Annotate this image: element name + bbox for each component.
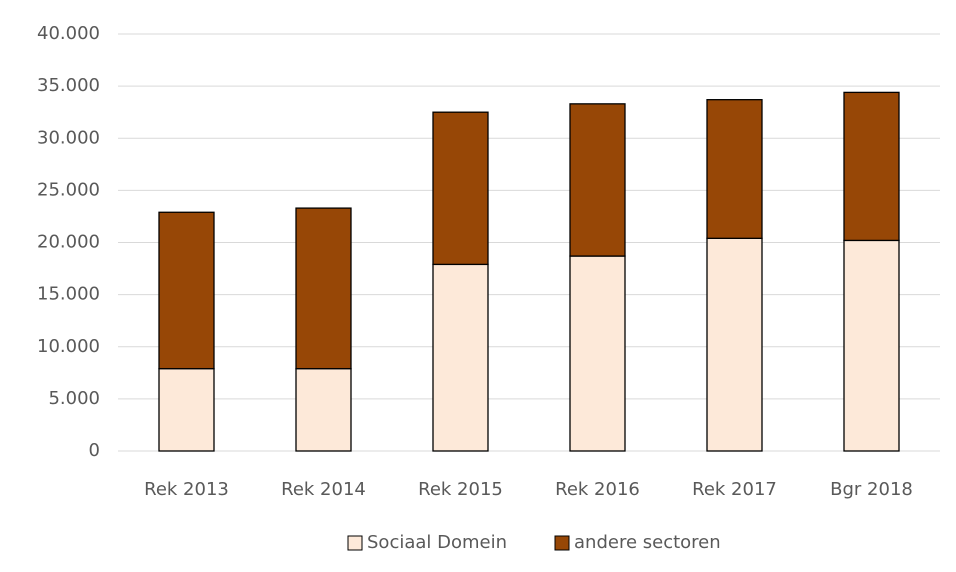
legend-label: Sociaal Domein [367, 532, 507, 553]
bar-segment [706, 237, 763, 452]
bar-segment [843, 239, 900, 452]
x-tick-label: Rek 2014 [281, 479, 366, 500]
y-tick-label: 35.000 [37, 75, 100, 96]
x-tick-label: Rek 2017 [692, 479, 777, 500]
y-tick-label: 25.000 [37, 179, 100, 200]
bar-segment [158, 367, 215, 452]
bar-segment [706, 99, 763, 239]
legend-label: andere sectoren [574, 532, 721, 553]
x-tick-label: Rek 2013 [144, 479, 229, 500]
bar-segment [432, 111, 489, 266]
x-tick-label: Bgr 2018 [830, 479, 913, 500]
bar-segment [158, 211, 215, 370]
y-tick-label: 15.000 [37, 284, 100, 305]
y-tick-label: 30.000 [37, 127, 100, 148]
bar-segment [432, 263, 489, 452]
y-tick-label: 40.000 [37, 23, 100, 44]
y-tick-label: 10.000 [37, 336, 100, 357]
y-tick-label: 20.000 [37, 232, 100, 253]
y-tick-label: 0 [89, 440, 100, 461]
bar-segment [295, 207, 352, 370]
bar-segment [295, 367, 352, 452]
legend-swatch [347, 535, 363, 551]
y-tick-label: 5.000 [48, 388, 100, 409]
legend-swatch [554, 535, 570, 551]
x-tick-label: Rek 2016 [555, 479, 640, 500]
bar-segment [569, 103, 626, 257]
bar-segment [569, 255, 626, 452]
bar-segment [843, 91, 900, 242]
x-tick-label: Rek 2015 [418, 479, 503, 500]
